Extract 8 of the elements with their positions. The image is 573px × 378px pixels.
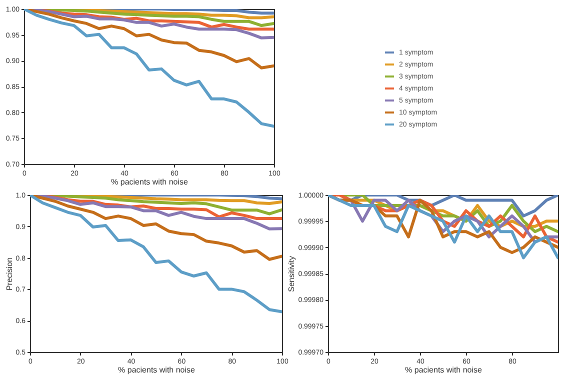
y-axis-title: Sensitivity [287,256,296,292]
y-axis-title: Precision [4,258,14,290]
x-axis-title: % pacients with noise [405,366,483,374]
line-series [24,9,274,128]
line-series [30,195,282,314]
x-axis-title: % pacients with noise [118,366,196,374]
x-axis-title: % pacients with noise [111,178,189,186]
line-series [30,195,282,261]
